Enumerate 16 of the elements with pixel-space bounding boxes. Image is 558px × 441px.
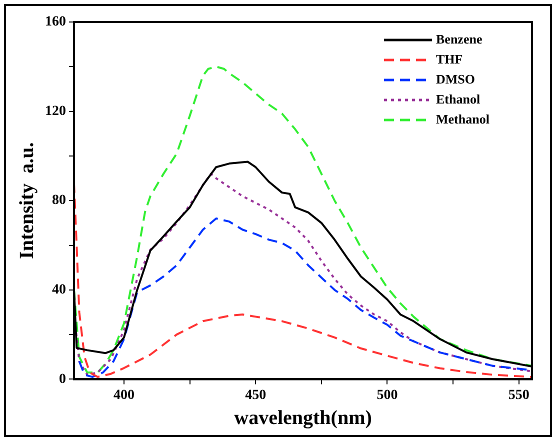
y-tick-label: 160 — [45, 14, 66, 30]
x-tick-label: 400 — [114, 388, 135, 404]
legend-label: Methanol — [436, 111, 490, 126]
legend-label: Benzene — [436, 31, 482, 46]
legend-label: Ethanol — [436, 91, 480, 106]
x-tick-label: 550 — [508, 388, 530, 404]
x-tick-label: 500 — [376, 388, 398, 404]
legend-label: DMSO — [436, 71, 475, 86]
y-tick-label: 80 — [52, 193, 66, 208]
legend-label: THF — [436, 51, 463, 66]
y-tick-label: 120 — [45, 104, 66, 119]
y-tick-label: 0 — [59, 372, 66, 387]
y-axis-title: Intensity a.u. — [16, 142, 38, 259]
x-tick-label: 450 — [245, 388, 266, 404]
x-axis-title: wavelength(nm) — [234, 407, 372, 430]
y-tick-label: 40 — [52, 282, 66, 298]
